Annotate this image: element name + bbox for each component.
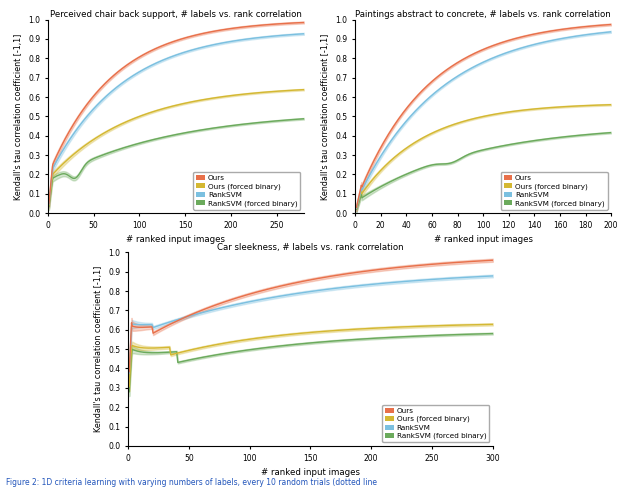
- Title: Car sleekness, # labels vs. rank correlation: Car sleekness, # labels vs. rank correla…: [217, 243, 404, 251]
- Title: Perceived chair back support, # labels vs. rank correlation: Perceived chair back support, # labels v…: [50, 10, 302, 19]
- Y-axis label: Kendall's tau correlation coefficient [-1,1]: Kendall's tau correlation coefficient [-…: [93, 266, 102, 432]
- Text: Figure 2: 1D criteria learning with varying numbers of labels, every 10 random t: Figure 2: 1D criteria learning with vary…: [6, 478, 378, 487]
- X-axis label: # ranked input images: # ranked input images: [261, 468, 360, 477]
- Y-axis label: Kendall's tau correlation coefficient [-1,1]: Kendall's tau correlation coefficient [-…: [321, 33, 330, 199]
- X-axis label: # ranked input images: # ranked input images: [127, 235, 225, 245]
- Legend: Ours, Ours (forced binary), RankSVM, RankSVM (forced binary): Ours, Ours (forced binary), RankSVM, Ran…: [500, 172, 607, 210]
- Legend: Ours, Ours (forced binary), RankSVM, RankSVM (forced binary): Ours, Ours (forced binary), RankSVM, Ran…: [382, 405, 489, 442]
- X-axis label: # ranked input images: # ranked input images: [434, 235, 532, 245]
- Y-axis label: Kendall's tau correlation coefficient [-1,1]: Kendall's tau correlation coefficient [-…: [13, 33, 22, 199]
- Title: Paintings abstract to concrete, # labels vs. rank correlation: Paintings abstract to concrete, # labels…: [355, 10, 611, 19]
- Legend: Ours, Ours (forced binary), RankSVM, RankSVM (forced binary): Ours, Ours (forced binary), RankSVM, Ran…: [193, 172, 300, 210]
